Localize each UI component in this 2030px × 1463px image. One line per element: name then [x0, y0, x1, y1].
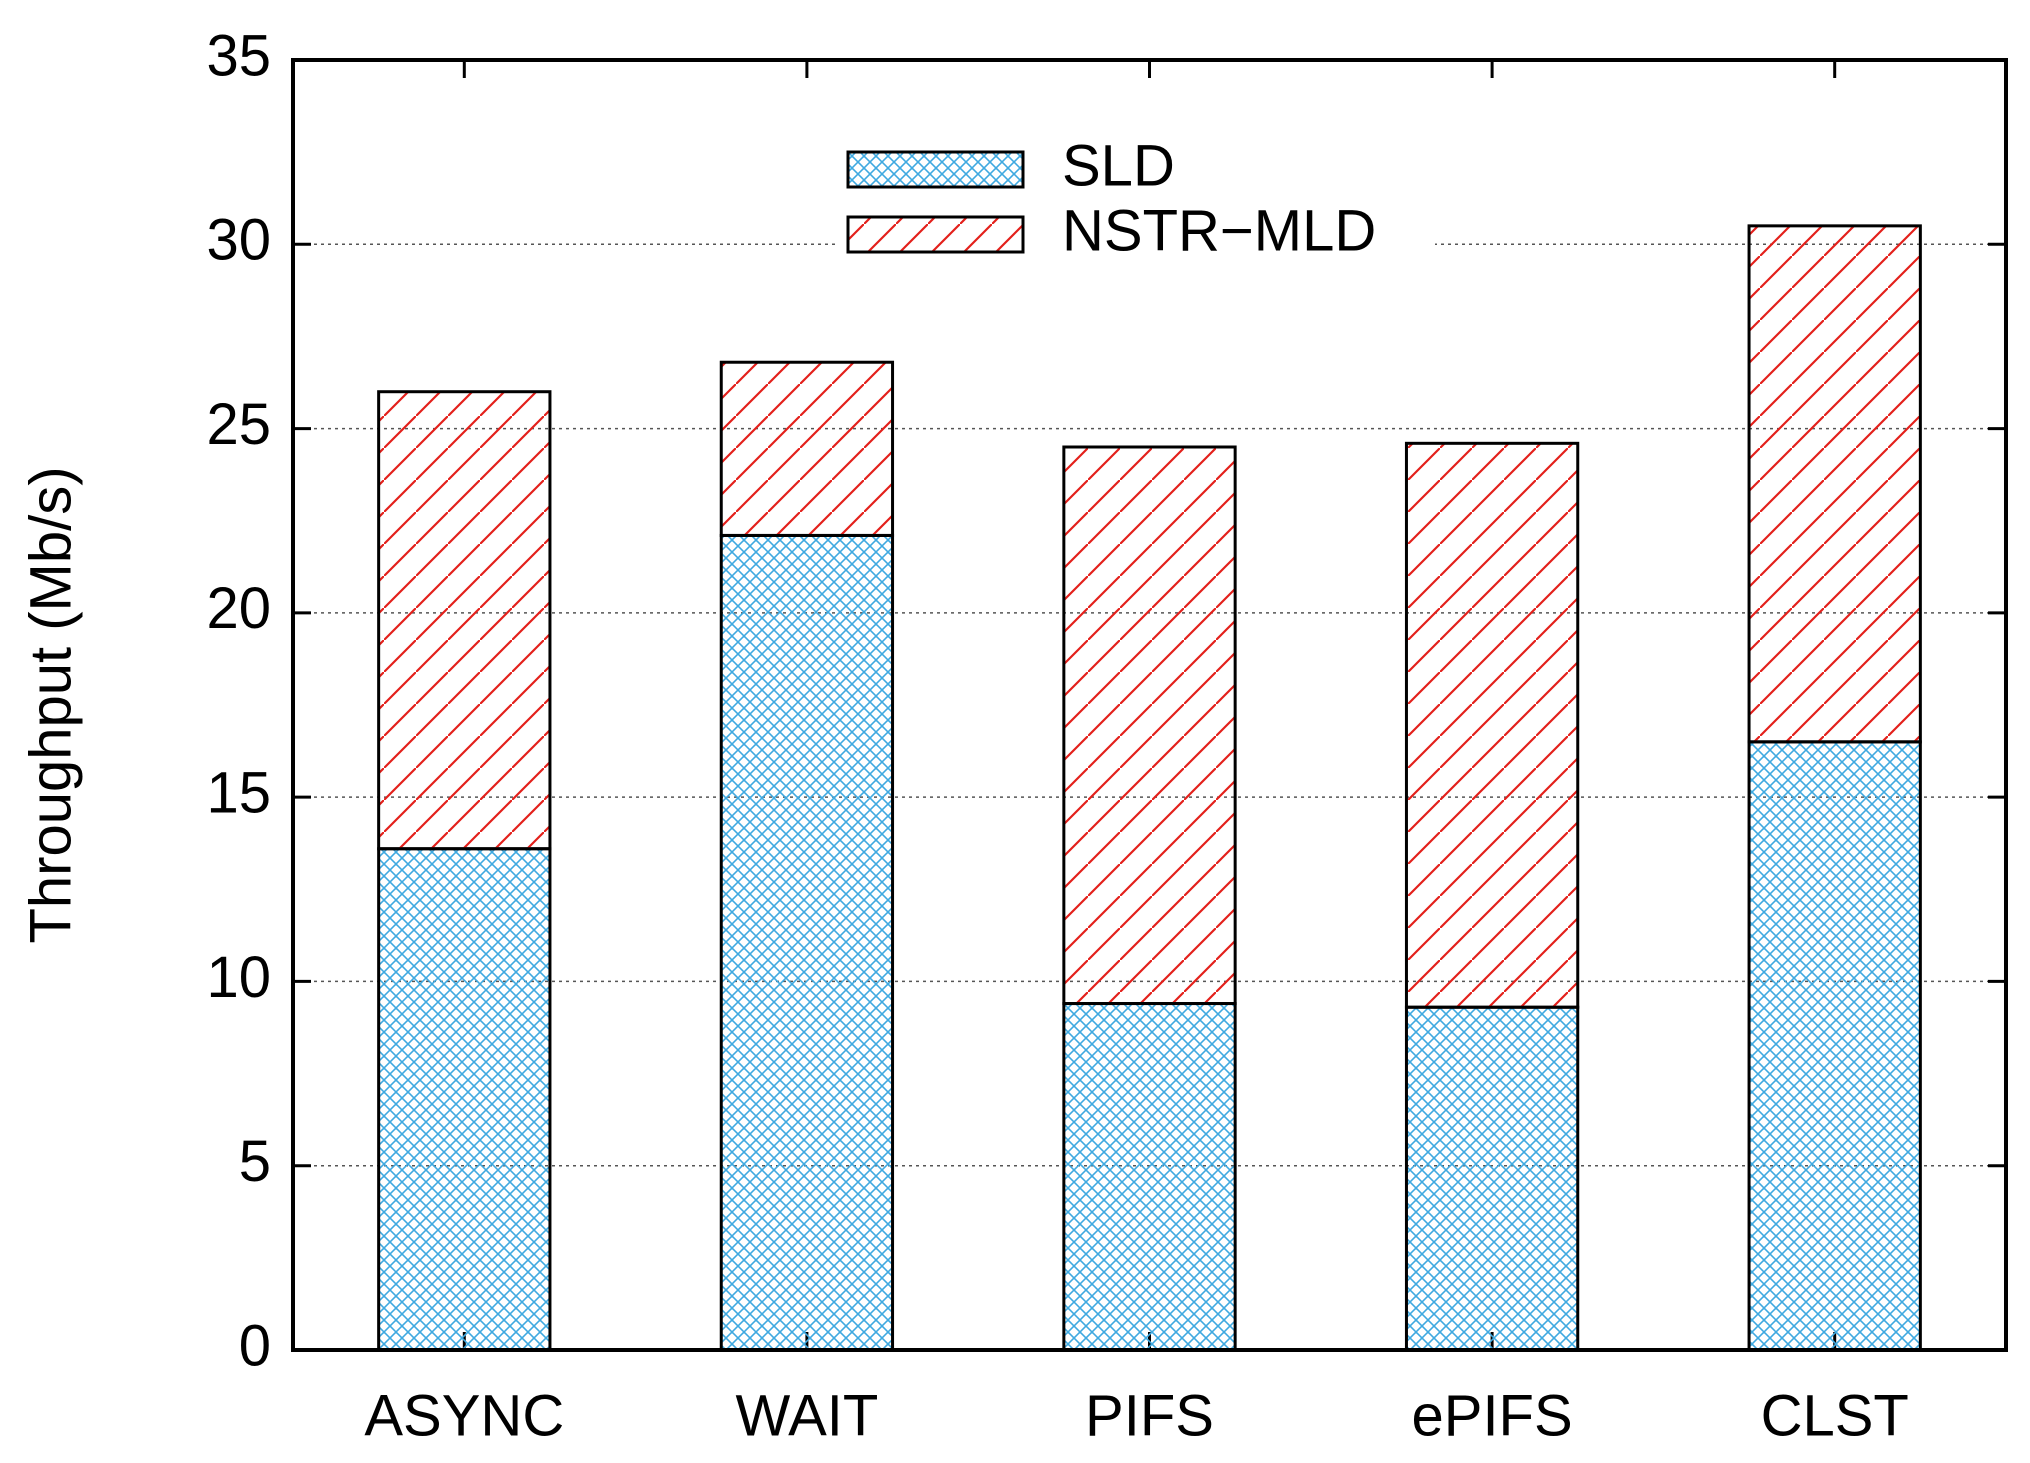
- y-tick-label: 0: [239, 1313, 271, 1378]
- y-tick-label: 15: [206, 760, 271, 825]
- y-tick-label: 5: [239, 1129, 271, 1194]
- bar-segment: [719, 360, 895, 537]
- x-tick-label: PIFS: [1085, 1383, 1214, 1448]
- legend-label: NSTR−MLD: [1062, 198, 1376, 263]
- y-tick-label: 20: [206, 576, 271, 641]
- y-tick-label: 35: [206, 23, 271, 88]
- y-tick-label: 30: [206, 208, 271, 273]
- bar-segment: [377, 847, 552, 1352]
- bar-segment: [377, 390, 552, 851]
- y-axis-label: Throughput (Mb/s): [18, 466, 83, 943]
- y-tick-label: 10: [206, 945, 271, 1010]
- legend-swatch: [846, 215, 1025, 254]
- bar-segment: [719, 533, 895, 1352]
- x-tick-label: CLST: [1761, 1383, 1909, 1448]
- legend-label: SLD: [1062, 133, 1175, 198]
- x-tick-label: WAIT: [735, 1383, 878, 1448]
- x-tick-label: ePIFS: [1412, 1383, 1573, 1448]
- bar-segment: [1747, 224, 1922, 744]
- plot-frame: [291, 58, 2008, 1352]
- bar-segment: [1747, 740, 1922, 1352]
- x-tick-label: ASYNC: [364, 1383, 564, 1448]
- bar-segment: [1062, 1002, 1237, 1352]
- bar-segment: [1404, 1005, 1580, 1352]
- bar-segment: [1062, 445, 1237, 1006]
- y-tick-label: 25: [206, 392, 271, 457]
- legend-swatch: [846, 150, 1025, 189]
- bar-segment: [1404, 441, 1580, 1009]
